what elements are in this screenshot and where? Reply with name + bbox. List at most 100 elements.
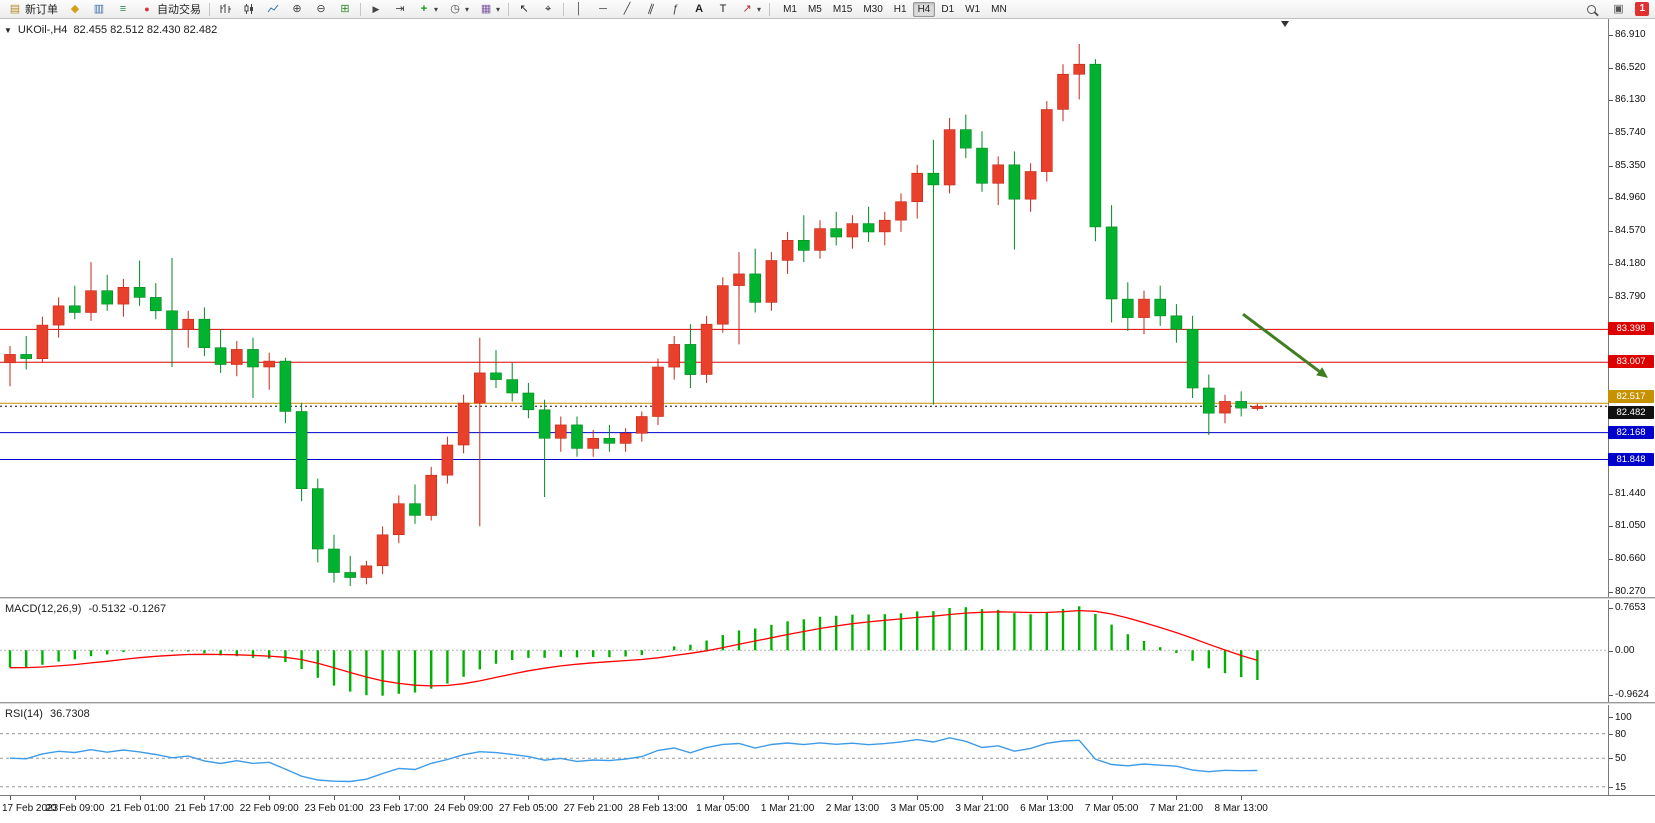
fibonacci-tool-button[interactable]: ƒ [663,1,687,17]
price-axis-label: 85.350 [1615,159,1646,171]
price-tick [1609,231,1613,233]
text-label-tool-button[interactable]: T [711,1,735,17]
auto-trading-button[interactable]: ● 自动交易 [135,1,206,17]
rsi-axis-label: 100 [1615,712,1632,724]
macd-signal-line [9,609,1258,687]
timeframe-button-W1[interactable]: W1 [960,2,985,17]
time-axis[interactable]: 17 Feb 2023 20 Feb 09:00 21 Feb 01:00 21 Fe… [0,795,1655,823]
templates-button[interactable]: ▦ ▾ [474,1,505,17]
chart-window: ▼ UKOil-,H4 82.455 82.512 82.430 82.482 … [0,19,1655,823]
time-tick [204,796,206,800]
window-layout-button[interactable]: ▣ [1606,1,1630,17]
price-tick [1609,34,1613,36]
price-axis-label: 86.910 [1615,28,1646,40]
line-chart-type-button[interactable] [261,1,285,17]
navigator-button[interactable]: ≡ [111,1,135,17]
price-line-label-support: 81.848 [1608,452,1654,466]
price-axis-label: 80.660 [1615,553,1646,565]
timeframe-button-H1[interactable]: H1 [889,2,912,17]
time-tick [334,796,335,800]
timeframe-button-M30[interactable]: M30 [858,2,887,17]
rsi-panel[interactable] [0,705,1608,795]
toolbar-separator [360,2,361,16]
panel-divider[interactable] [0,597,1655,600]
time-axis-label: 23 Feb 17:00 [369,803,429,814]
one-click-trading-toggle[interactable]: ▼ [4,25,12,35]
arrows-tool-icon: ↗ [742,2,752,15]
price-tick [1609,559,1613,561]
crosshair-tool-button[interactable]: ⌖ [536,1,560,17]
time-tick [1241,796,1243,800]
main-chart-canvas[interactable] [0,19,1608,597]
notification-badge[interactable]: 1 [1635,2,1649,16]
charts-profile-button[interactable]: ◆ [63,1,87,17]
time-tick [1176,796,1178,800]
time-tick [269,796,271,800]
channel-tool-button[interactable]: ∥ [639,1,663,17]
time-axis-label: 1 Mar 05:00 [696,803,750,814]
zoom-out-button[interactable]: ⊖ [309,1,333,17]
trend-arrow[interactable] [1242,312,1328,378]
rsi-tick [1609,758,1613,760]
vertical-line-tool-button[interactable]: │ [567,1,591,17]
trendline-tool-button[interactable]: ╱ [615,1,639,17]
indicators-button[interactable]: + ▾ [412,1,443,17]
text-tool-button[interactable]: A [687,1,711,17]
rsi-line [9,737,1258,783]
price-axis-label: 80.270 [1615,585,1646,597]
chart-shift-button[interactable]: ⇥ [388,1,412,17]
macd-name: MACD(12,26,9) [5,603,82,615]
timeframe-button-D1[interactable]: D1 [936,2,959,17]
timeframe-toolbar: M1 M5 M15 M30 H1 H4 D1 W1 MN [778,1,1012,17]
charts-profile-icon: ◆ [70,2,80,15]
price-tick [1609,198,1613,200]
timeframe-button-M5[interactable]: M5 [803,2,827,17]
clock-icon: ◷ [450,2,460,15]
new-order-icon: ▤ [9,2,21,15]
zoom-in-button[interactable]: ⊕ [285,1,309,17]
price-line-label-resistance: 83.398 [1608,322,1654,336]
new-order-label: 新订单 [25,4,58,16]
rsi-axis-label: 80 [1615,728,1627,740]
time-tick [10,796,11,800]
timeframe-button-MN[interactable]: MN [986,2,1012,17]
panel-divider[interactable] [0,702,1655,705]
rsi-value: 36.7308 [49,708,90,720]
auto-trading-icon: ● [144,3,150,14]
horizontal-line-tool-button[interactable]: ─ [591,1,615,17]
timeframe-button-M1[interactable]: M1 [778,2,802,17]
auto-trading-label: 自动交易 [157,4,201,16]
time-tick [658,796,659,800]
rsi-label: RSI(14) 36.7308 [5,708,90,720]
bar-chart-icon [218,2,232,16]
tile-windows-button[interactable]: ⊞ [333,1,357,17]
time-tick [722,796,724,800]
timeframe-button-M15[interactable]: M15 [828,2,857,17]
auto-scroll-button[interactable]: ▶ [364,1,388,17]
toolbar-separator [563,2,565,16]
time-tick [139,796,141,800]
time-axis-label: 23 Feb 01:00 [304,803,364,814]
cursor-icon: ↖ [519,2,529,15]
macd-tick [1609,608,1613,609]
macd-panel[interactable] [0,600,1608,702]
cursor-tool-button[interactable]: ↖ [512,1,536,17]
timeframe-button-H4[interactable]: H4 [912,1,936,17]
text-tool-icon: A [695,2,704,15]
window-layout-icon: ▣ [1613,2,1624,15]
macd-histogram [8,606,1259,696]
market-watch-button[interactable]: ▥ [87,1,111,17]
new-order-button[interactable]: ▤ 新订单 [3,1,63,17]
bar-chart-type-button[interactable] [213,1,237,17]
arrows-tool-button[interactable]: ↗ ▾ [735,1,766,17]
search-button[interactable] [1582,1,1601,17]
chevron-down-icon: ▾ [465,4,470,14]
time-axis-label: 2 Mar 13:00 [825,803,880,814]
time-axis-label: 20 Feb 09:00 [45,803,105,814]
price-axis[interactable]: 86.910 86.520 86.130 85.740 85.350 84.960 84.5… [1608,19,1655,795]
time-tick [593,796,595,800]
price-tick [1609,67,1613,69]
periods-button[interactable]: ◷ ▾ [443,1,474,17]
price-line-label-bid: 82.482 [1608,405,1654,419]
candlestick-type-button[interactable] [237,1,261,17]
